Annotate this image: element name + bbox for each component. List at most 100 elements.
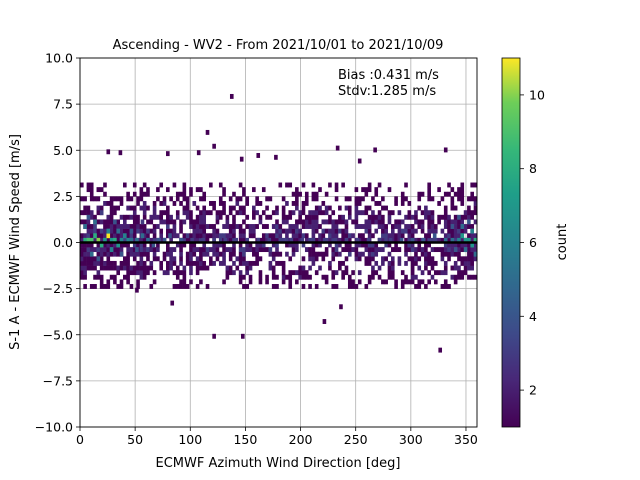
heatmap-cell [166,265,170,271]
heatmap-cell [281,210,286,216]
heatmap-cell [311,224,316,229]
heatmap-cell [222,251,226,257]
heatmap-cell [473,242,478,248]
heatmap-cell [304,214,309,220]
heatmap-cell [113,237,117,243]
heatmap-cell [267,237,272,243]
heatmap-cell [314,191,319,197]
heatmap-cell [109,242,114,248]
heatmap-cell [201,237,205,243]
heatmap-cell [437,187,441,193]
heatmap-cell [106,256,111,262]
heatmap-cell [321,274,326,280]
heatmap-cell [195,284,200,289]
heatmap-cell [308,214,312,220]
heatmap-cell [192,228,197,234]
heatmap-cell [89,191,94,197]
heatmap-cell [209,182,213,188]
heatmap-cell [159,210,164,216]
heatmap-cell [242,228,246,234]
heatmap-cell [278,260,283,266]
heatmap-cell [192,237,197,243]
heatmap-cell [374,219,379,225]
heatmap-cell [410,270,415,276]
heatmap-cell [248,265,253,271]
heatmap-cell [182,265,187,271]
heatmap-cell [238,242,243,248]
heatmap-cell [80,242,84,248]
heatmap-cell [367,260,372,266]
outlier-cell [274,154,278,160]
heatmap-cell [381,205,385,211]
heatmap-cell [268,251,273,257]
heatmap-cell [228,251,233,257]
heatmap-cell [318,265,322,271]
heatmap-cell [265,279,269,285]
heatmap-cell [460,214,465,220]
heatmap-cell [341,228,345,234]
heatmap-cell [126,205,130,211]
heatmap-cell [407,233,412,239]
heatmap-cell [311,210,316,216]
heatmap-cell [460,228,465,234]
heatmap-cell [331,237,336,243]
y-axis-ticks: −10.0 −7.5 −5.0 −2.5 0.0 2.5 5.0 7.5 10.0 [35,51,80,435]
heatmap-cell [149,247,154,253]
x-tick-label: 250 [344,432,368,447]
heatmap-cell [381,260,385,266]
heatmap-cell [185,233,190,239]
heatmap-cell [374,242,379,248]
heatmap-cell [354,219,359,225]
heatmap-cell [417,224,422,229]
heatmap-cell [192,260,197,266]
heatmap-cell [334,247,339,253]
heatmap-cell [318,187,322,193]
heatmap-cell [96,270,101,276]
heatmap-cell [347,205,352,211]
heatmap-cell [450,237,455,243]
heatmap-cell [285,219,289,225]
heatmap-cell [175,274,180,280]
heatmap-cell [228,233,233,239]
heatmap-cell [126,233,130,239]
heatmap-cell [80,219,84,225]
heatmap-cell [146,205,150,211]
heatmap-cell [123,274,127,280]
heatmap-cell [450,251,455,257]
heatmap-cell [278,251,283,257]
heatmap-cell [295,187,299,193]
heatmap-cell [132,265,137,271]
heatmap-cell [334,251,339,257]
heatmap-cell [268,247,273,253]
heatmap-cell [93,219,97,225]
y-axis-label: S-1 A - ECMWF Wind Speed [m/s] [8,134,23,350]
heatmap-cell [123,256,127,262]
heatmap-cell [223,237,227,243]
heatmap-cell [387,233,392,239]
heatmap-cell [136,265,140,271]
heatmap-cell [308,274,312,280]
colorbar-tick-label: 8 [529,161,537,176]
heatmap-cell [99,274,104,280]
heatmap-cell [123,219,127,225]
heatmap-cell [361,242,365,248]
heatmap-cell [334,219,339,225]
heatmap-cell [139,205,144,211]
heatmap-cell [410,256,415,262]
heatmap-cell [463,247,468,253]
heatmap-cell [169,214,173,220]
heatmap-cell [384,237,388,243]
heatmap-cell [404,279,408,285]
heatmap-cell [371,270,375,276]
heatmap-cell [129,265,134,271]
heatmap-cell [354,247,359,253]
heatmap-cell [457,191,461,197]
heatmap-cell [113,210,117,216]
heatmap-cell [232,219,236,225]
heatmap-cell [450,274,455,280]
heatmap-cell [271,251,276,257]
heatmap-cell [364,187,369,193]
heatmap-cell [215,233,220,239]
heatmap-cell [96,196,101,202]
heatmap-cell [278,237,283,243]
